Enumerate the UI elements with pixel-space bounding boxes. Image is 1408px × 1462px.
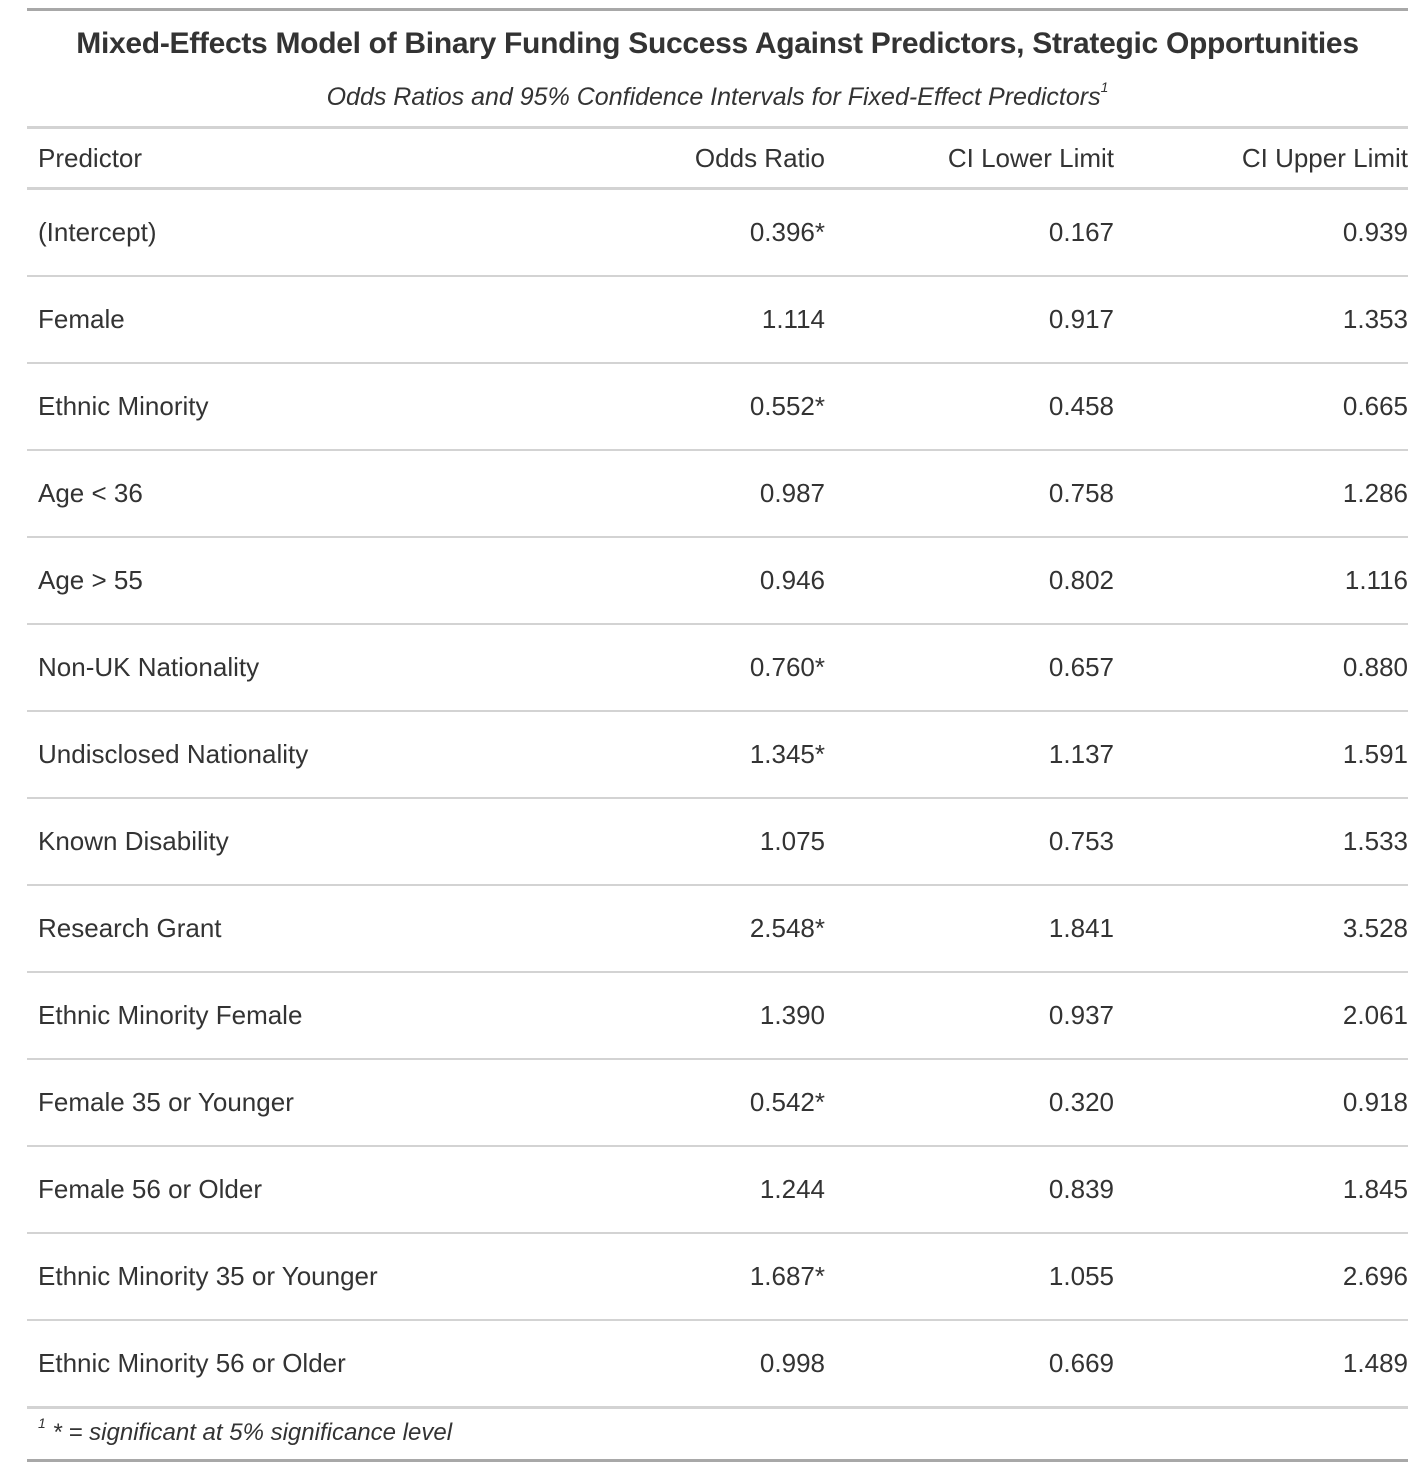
cell-odds-ratio: 0.946 — [759, 565, 825, 595]
cell-odds-ratio: 0.998 — [759, 1348, 825, 1378]
cell-predictor: Non-UK Nationality — [38, 652, 260, 682]
results-table: Mixed-Effects Model of Binary Funding Su… — [27, 8, 1408, 1462]
cell-ci-lower: 1.055 — [1048, 1261, 1114, 1291]
cell-odds-ratio: 2.548* — [749, 913, 825, 943]
cell-predictor: Undisclosed Nationality — [38, 739, 309, 769]
cell-ci-upper: 0.880 — [1342, 652, 1408, 682]
cell-predictor: (Intercept) — [38, 217, 157, 247]
cell-ci-lower: 0.669 — [1048, 1348, 1114, 1378]
table-row: Ethnic Minority Female 1.390 0.937 2.061 — [27, 973, 1408, 1060]
column-header-row: Predictor Odds Ratio CI Lower Limit CI U… — [27, 129, 1408, 190]
cell-predictor: Ethnic Minority Female — [38, 1000, 303, 1030]
cell-ci-lower: 0.802 — [1048, 565, 1114, 595]
footnote-content: * = significant at 5% significance level — [52, 1419, 453, 1446]
cell-ci-upper: 2.696 — [1342, 1261, 1408, 1291]
cell-odds-ratio: 0.987 — [759, 478, 825, 508]
table-row: Undisclosed Nationality 1.345* 1.137 1.591 — [27, 712, 1408, 799]
table-row: Known Disability 1.075 0.753 1.533 — [27, 799, 1408, 886]
cell-ci-lower: 0.167 — [1048, 217, 1114, 247]
cell-ci-upper: 1.591 — [1342, 739, 1408, 769]
cell-ci-upper: 1.489 — [1342, 1348, 1408, 1378]
cell-odds-ratio: 0.396* — [749, 217, 825, 247]
table-row: (Intercept) 0.396* 0.167 0.939 — [27, 190, 1408, 277]
cell-predictor: Female 35 or Younger — [38, 1087, 294, 1117]
table-heading: Mixed-Effects Model of Binary Funding Su… — [27, 11, 1408, 129]
cell-ci-lower: 0.937 — [1048, 1000, 1114, 1030]
cell-ci-lower: 0.917 — [1048, 304, 1114, 334]
column-header-predictor: Predictor — [38, 142, 143, 173]
subtitle-text: Odds Ratios and 95% Confidence Intervals… — [326, 83, 1101, 111]
table-row: Female 56 or Older 1.244 0.839 1.845 — [27, 1147, 1408, 1234]
cell-predictor: Female — [38, 304, 125, 334]
table-row: Research Grant 2.548* 1.841 3.528 — [27, 886, 1408, 973]
table-row: Non-UK Nationality 0.760* 0.657 0.880 — [27, 625, 1408, 712]
cell-predictor: Ethnic Minority 56 or Older — [38, 1348, 346, 1378]
cell-odds-ratio: 0.552* — [749, 391, 825, 421]
table-row: Female 35 or Younger 0.542* 0.320 0.918 — [27, 1060, 1408, 1147]
column-header-ci-upper: CI Upper Limit — [1241, 142, 1408, 173]
subtitle-footnote-mark: 1 — [1100, 79, 1109, 95]
cell-ci-lower: 0.758 — [1048, 478, 1114, 508]
cell-ci-lower: 0.320 — [1048, 1087, 1114, 1117]
table-row: Age > 55 0.946 0.802 1.116 — [27, 538, 1408, 625]
cell-predictor: Female 56 or Older — [38, 1174, 262, 1204]
cell-ci-lower: 1.137 — [1048, 739, 1114, 769]
cell-ci-lower: 0.753 — [1048, 826, 1114, 856]
table-row: Ethnic Minority 56 or Older 0.998 0.669 1.4… — [27, 1321, 1408, 1409]
cell-odds-ratio: 1.114 — [761, 304, 825, 334]
cell-ci-upper: 3.528 — [1342, 913, 1408, 943]
cell-ci-upper: 1.353 — [1342, 304, 1408, 334]
footnote-mark: 1 — [38, 1415, 46, 1431]
cell-predictor: Ethnic Minority — [38, 391, 209, 421]
table-footnote: 1 * = significant at 5% significance lev… — [27, 1409, 1408, 1459]
cell-odds-ratio: 1.075 — [759, 826, 825, 856]
cell-odds-ratio: 1.244 — [759, 1174, 825, 1204]
column-header-odds-ratio: Odds Ratio — [694, 142, 825, 173]
cell-predictor: Age > 55 — [38, 565, 143, 595]
cell-ci-upper: 1.533 — [1342, 826, 1408, 856]
cell-ci-lower: 0.458 — [1048, 391, 1114, 421]
cell-predictor: Known Disability — [38, 826, 229, 856]
table-row: Female 1.114 0.917 1.353 — [27, 277, 1408, 364]
table-subtitle: Odds Ratios and 95% Confidence Intervals… — [27, 79, 1408, 112]
cell-predictor: Research Grant — [38, 913, 222, 943]
cell-ci-upper: 2.061 — [1342, 1000, 1408, 1030]
cell-predictor: Ethnic Minority 35 or Younger — [38, 1261, 378, 1291]
cell-ci-upper: 1.286 — [1342, 478, 1408, 508]
cell-ci-upper: 0.918 — [1342, 1087, 1408, 1117]
table-body: (Intercept) 0.396* 0.167 0.939 Female 1.114 0.… — [27, 190, 1408, 1409]
cell-odds-ratio: 1.390 — [759, 1000, 825, 1030]
column-header-ci-lower: CI Lower Limit — [947, 142, 1114, 173]
table-title: Mixed-Effects Model of Binary Funding Su… — [76, 27, 1359, 60]
table-row: Ethnic Minority 35 or Younger 1.687* 1.055… — [27, 1234, 1408, 1321]
cell-ci-upper: 1.116 — [1344, 565, 1408, 595]
footnote-text: 1 * = significant at 5% significance lev… — [38, 1415, 453, 1447]
table-row: Ethnic Minority 0.552* 0.458 0.665 — [27, 364, 1408, 451]
cell-ci-upper: 0.665 — [1342, 391, 1408, 421]
cell-predictor: Age < 36 — [38, 478, 143, 508]
cell-odds-ratio: 1.687* — [749, 1261, 825, 1291]
table-row: Age < 36 0.987 0.758 1.286 — [27, 451, 1408, 538]
cell-odds-ratio: 0.760* — [749, 652, 825, 682]
cell-ci-upper: 1.845 — [1342, 1174, 1408, 1204]
cell-ci-lower: 0.657 — [1048, 652, 1114, 682]
cell-odds-ratio: 0.542* — [749, 1087, 825, 1117]
cell-ci-lower: 0.839 — [1048, 1174, 1114, 1204]
cell-ci-lower: 1.841 — [1048, 913, 1114, 943]
cell-ci-upper: 0.939 — [1342, 217, 1408, 247]
cell-odds-ratio: 1.345* — [749, 739, 825, 769]
